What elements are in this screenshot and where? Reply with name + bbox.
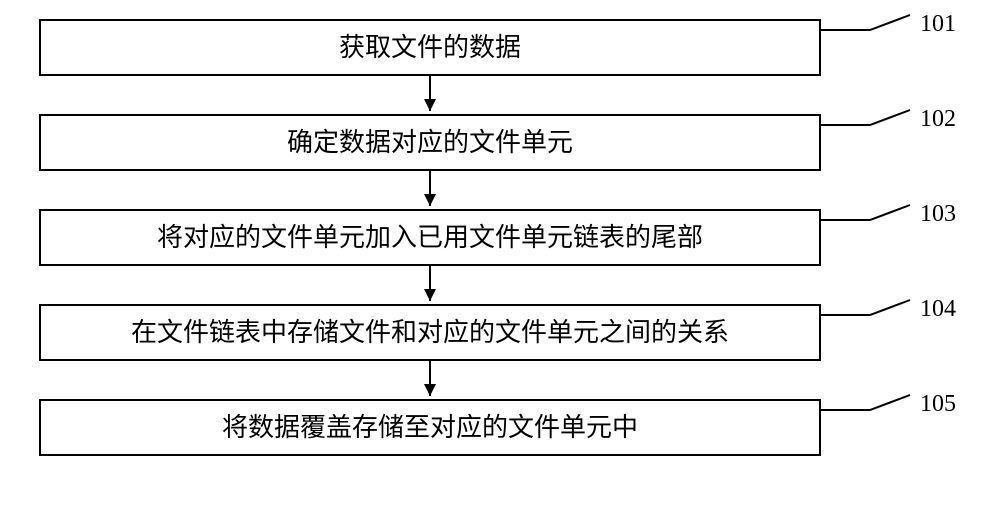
- step-text: 将对应的文件单元加入已用文件单元链表的尾部: [157, 223, 703, 252]
- label-leader-line: [820, 395, 910, 410]
- step-text: 确定数据对应的文件单元: [287, 128, 573, 157]
- step-b102: 确定数据对应的文件单元: [40, 115, 820, 170]
- label-number: 102: [920, 106, 956, 132]
- label-104: 104: [820, 296, 956, 322]
- step-text: 在文件链表中存储文件和对应的文件单元之间的关系: [131, 318, 729, 347]
- label-leader-line: [820, 205, 910, 220]
- step-b103: 将对应的文件单元加入已用文件单元链表的尾部: [40, 210, 820, 265]
- label-101: 101: [820, 11, 956, 37]
- step-b101: 获取文件的数据: [40, 20, 820, 75]
- flowchart: 获取文件的数据确定数据对应的文件单元将对应的文件单元加入已用文件单元链表的尾部在…: [0, 0, 1000, 505]
- label-leader-line: [820, 110, 910, 125]
- label-103: 103: [820, 201, 956, 227]
- step-text: 获取文件的数据: [339, 33, 521, 62]
- label-102: 102: [820, 106, 956, 132]
- step-b104: 在文件链表中存储文件和对应的文件单元之间的关系: [40, 305, 820, 360]
- step-b105: 将数据覆盖存储至对应的文件单元中: [40, 400, 820, 455]
- step-text: 将数据覆盖存储至对应的文件单元中: [222, 413, 638, 442]
- label-number: 105: [920, 391, 956, 417]
- label-leader-line: [820, 15, 910, 30]
- label-number: 103: [920, 201, 956, 227]
- label-number: 101: [920, 11, 956, 37]
- label-105: 105: [820, 391, 956, 417]
- label-leader-line: [820, 300, 910, 315]
- label-number: 104: [920, 296, 956, 322]
